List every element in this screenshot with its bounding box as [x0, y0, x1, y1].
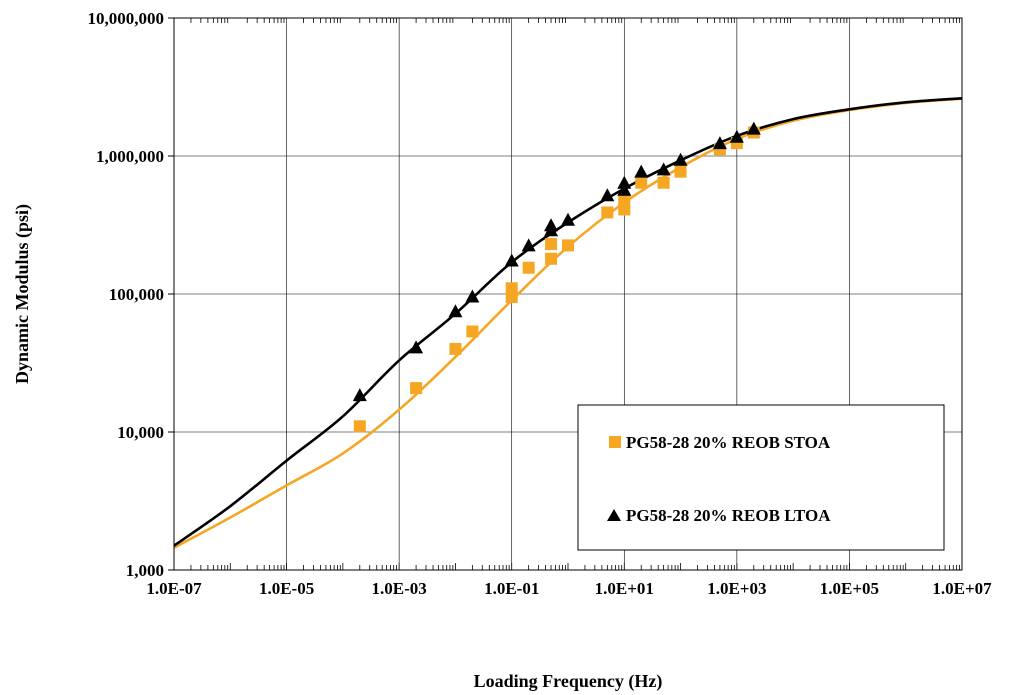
ltoa-data-point: [617, 175, 632, 189]
ltoa-data-point: [448, 304, 463, 318]
stoa-data-point: [466, 325, 479, 338]
x-tick-label: 1.0E-03: [372, 579, 427, 598]
x-tick-label: 1.0E-05: [259, 579, 314, 598]
stoa-data-point: [353, 420, 366, 433]
x-tick-label: 1.0E+07: [932, 579, 992, 598]
y-tick-label: 1,000: [126, 561, 164, 580]
y-tick-label: 100,000: [109, 285, 164, 304]
ltoa-data-point: [352, 388, 367, 402]
y-tick-label: 1,000,000: [96, 147, 164, 166]
stoa-data-point: [505, 282, 518, 295]
stoa-data-point: [545, 252, 558, 265]
legend-box: [577, 404, 945, 551]
x-axis-title: Loading Frequency (Hz): [474, 671, 663, 692]
stoa-data-point: [618, 194, 631, 207]
legend: PG58-28 20% REOB STOA PG58-28 20% REOB L…: [577, 404, 945, 551]
stoa-data-point: [601, 206, 614, 219]
y-tick-label: 10,000,000: [88, 9, 165, 28]
stoa-data-point: [545, 238, 558, 251]
ltoa-data-point: [634, 164, 649, 178]
x-tick-label: 1.0E+03: [707, 579, 766, 598]
stoa-data-point: [410, 382, 423, 395]
ltoa-data-point: [673, 152, 688, 166]
ltoa-data-point: [561, 212, 575, 226]
x-tick-label: 1.0E+01: [595, 579, 654, 598]
legend-marker-triangle: [607, 509, 621, 521]
ltoa-data-point: [617, 182, 632, 196]
x-tick-labels: 1.0E-07 1.0E-05 1.0E-03 1.0E-01 1.0E+01 1.0E+…: [146, 579, 992, 598]
ltoa-data-point: [465, 289, 480, 303]
data-markers: [352, 121, 761, 433]
ltoa-data-point: [544, 218, 559, 232]
ltoa-data-point: [656, 162, 671, 176]
plot-area-border: [173, 17, 963, 571]
stoa-data-point: [657, 176, 670, 189]
y-axis-title: Dynamic Modulus (psi): [12, 204, 33, 384]
legend-label-ltoa: PG58-28 20% REOB LTOA: [626, 506, 831, 525]
x-tick-label: 1.0E+05: [820, 579, 879, 598]
y-tick-label: 10,000: [117, 423, 164, 442]
x-tick-label: 1.0E-01: [484, 579, 539, 598]
ltoa-data-point: [409, 340, 424, 354]
ltoa-data-point: [504, 253, 519, 267]
stoa-data-point: [635, 176, 648, 189]
ltoa-data-point: [746, 121, 761, 135]
legend-marker-square: [609, 436, 621, 448]
ltoa-data-point: [712, 136, 727, 150]
stoa-data-point: [562, 239, 574, 252]
legend-label-stoa: PG58-28 20% REOB STOA: [626, 433, 831, 452]
stoa-data-point: [674, 165, 687, 178]
x-tick-label: 1.0E-07: [146, 579, 202, 598]
stoa-data-point: [449, 342, 462, 355]
stoa-data-point: [522, 261, 535, 274]
ltoa-data-point: [600, 188, 615, 202]
ltoa-data-point: [729, 129, 744, 143]
y-tick-labels: 1,000 10,000 100,000 1,000,000 10,000,000: [88, 9, 165, 580]
ltoa-data-point: [521, 238, 536, 252]
minor-ticks: [168, 17, 960, 571]
